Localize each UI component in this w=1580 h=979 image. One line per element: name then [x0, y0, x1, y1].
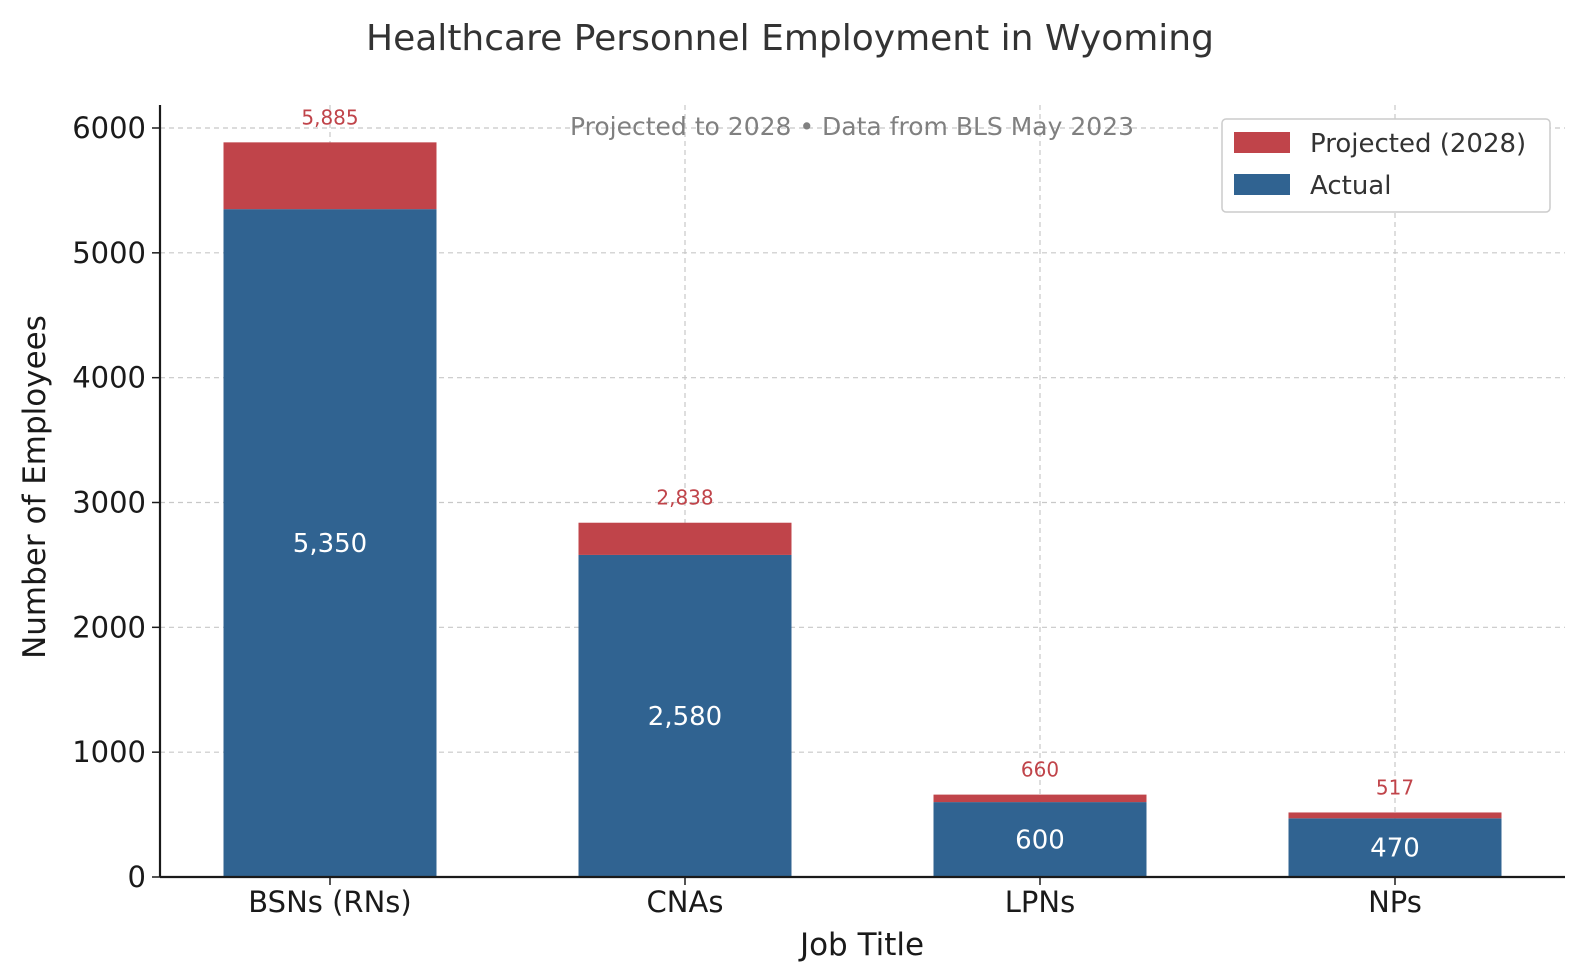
y-tick-label: 5000	[72, 236, 146, 270]
data-labels: 5,350 5,885 2,580 2,838 600 660 470 517	[293, 105, 1420, 863]
legend-swatch-actual	[1234, 174, 1290, 195]
bar-actual	[223, 209, 437, 877]
y-tick-label: 0	[128, 860, 146, 894]
x-tick-label: BSNs (RNs)	[248, 885, 411, 919]
label-projected-value: 2,838	[656, 486, 713, 510]
y-tick-label: 4000	[72, 361, 146, 395]
label-actual-value: 5,350	[293, 529, 367, 559]
label-actual-value: 470	[1370, 834, 1420, 864]
x-tick-label: CNAs	[647, 885, 724, 919]
tick-labels: 0 1000 2000 3000 4000 5000 6000 BSNs (RNs) CNAs L…	[72, 111, 1422, 919]
bar-projected	[223, 142, 437, 210]
legend-frame	[1221, 118, 1551, 213]
legend: Projected (2028) Actual	[1221, 118, 1551, 213]
label-projected-value: 517	[1376, 775, 1414, 799]
label-actual-value: 2,580	[648, 702, 722, 732]
legend-label-projected: Projected (2028)	[1310, 129, 1526, 159]
bar-projected	[578, 522, 792, 555]
x-tick-label: NPs	[1368, 885, 1422, 919]
chart-subtitle: Projected to 2028 • Data from BLS May 20…	[570, 112, 1134, 141]
y-tick-label: 6000	[72, 111, 146, 145]
y-axis-title: Number of Employees	[17, 315, 53, 659]
axes	[158, 105, 1565, 879]
label-actual-value: 600	[1015, 826, 1065, 856]
bars	[223, 142, 1502, 877]
chart-title: Healthcare Personnel Employment in Wyomi…	[366, 18, 1214, 59]
legend-swatch-projected	[1234, 132, 1290, 153]
legend-label-actual: Actual	[1310, 171, 1391, 201]
y-tick-label: 2000	[72, 610, 146, 644]
label-projected-value: 5,885	[301, 105, 358, 129]
bar-actual	[1288, 818, 1502, 877]
bar-actual	[933, 802, 1147, 877]
x-tick-label: LPNs	[1005, 885, 1075, 919]
bar-projected	[933, 794, 1147, 803]
label-projected-value: 660	[1021, 758, 1059, 782]
x-axis-title: Job Title	[798, 927, 924, 963]
y-tick-label: 1000	[72, 735, 146, 769]
bar-projected	[1288, 812, 1502, 819]
y-tick-label: 3000	[72, 486, 146, 520]
bar-actual	[578, 554, 792, 877]
